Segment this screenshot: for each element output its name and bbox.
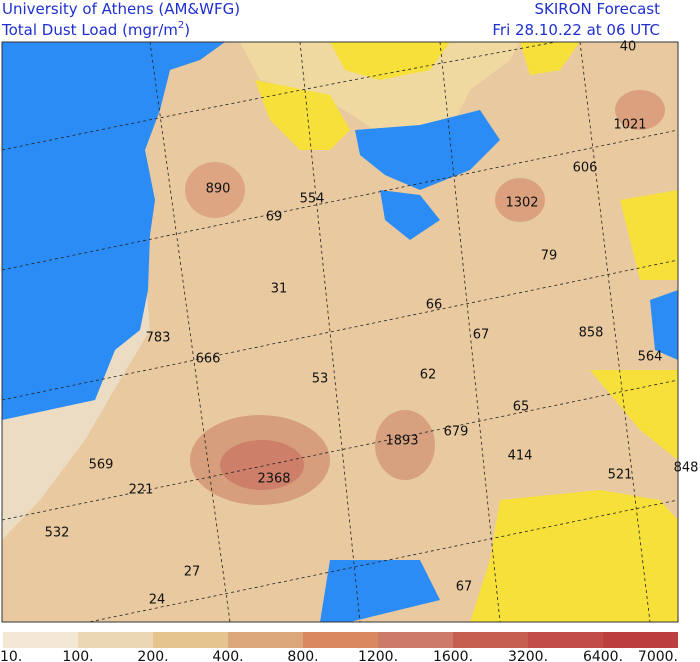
subtitle-text: Total Dust Load (mgr/m bbox=[1, 21, 178, 39]
map-label: 1021 bbox=[613, 118, 646, 133]
colorbar-label: 200. bbox=[137, 649, 168, 662]
map-label: 521 bbox=[608, 468, 633, 483]
map-label: 31 bbox=[271, 282, 288, 297]
subtitle-end: ) bbox=[184, 21, 190, 39]
map-label: 40 bbox=[620, 40, 637, 55]
map-label: 67 bbox=[473, 328, 490, 343]
map-label: 1893 bbox=[385, 434, 418, 449]
subtitle-sup: 2 bbox=[178, 20, 184, 31]
colorbar-segment bbox=[603, 632, 678, 648]
map-label: 666 bbox=[196, 352, 221, 367]
colorbar-label: 100. bbox=[62, 649, 93, 662]
colorbar-segment bbox=[78, 632, 153, 648]
colorbar-segment bbox=[153, 632, 228, 648]
map-label: 890 bbox=[206, 182, 231, 197]
map-label: 679 bbox=[444, 425, 469, 440]
map-label: 69 bbox=[266, 210, 283, 225]
map-label: 564 bbox=[638, 350, 663, 365]
map: 40 1021 606 890 554 1302 69 79 31 66 67 858 783 666 56… bbox=[1, 40, 699, 623]
colorbar-label: 7000. bbox=[638, 649, 678, 662]
map-label: 848 bbox=[674, 461, 699, 476]
colorbar-label: 1200. bbox=[358, 649, 398, 662]
map-label: 606 bbox=[573, 161, 598, 176]
colorbar-segment bbox=[528, 632, 603, 648]
map-label: 221 bbox=[129, 483, 154, 498]
map-label: 414 bbox=[508, 449, 533, 464]
colorbar-segment bbox=[303, 632, 378, 648]
map-label: 554 bbox=[300, 192, 325, 207]
header-subtitle: Total Dust Load (mgr/m2) bbox=[1, 20, 190, 39]
map-label: 532 bbox=[45, 526, 70, 541]
map-label: 2368 bbox=[257, 472, 290, 487]
map-label: 53 bbox=[312, 372, 329, 387]
map-label: 858 bbox=[579, 326, 604, 341]
colorbar-segment bbox=[453, 632, 528, 648]
colorbar-label: 400. bbox=[212, 649, 243, 662]
header-title-right: SKIRON Forecast bbox=[535, 0, 661, 18]
colorbar-label: 3200. bbox=[508, 649, 548, 662]
colorbar-label: 10. bbox=[0, 649, 22, 662]
colorbar-label: 6400. bbox=[583, 649, 623, 662]
map-label: 569 bbox=[89, 458, 114, 473]
map-label: 1302 bbox=[505, 196, 538, 211]
colorbar-segment bbox=[3, 632, 78, 648]
map-label: 24 bbox=[149, 593, 166, 608]
colorbar-label: 1600. bbox=[433, 649, 473, 662]
map-label: 66 bbox=[426, 298, 443, 313]
map-label: 79 bbox=[541, 249, 558, 264]
map-label: 27 bbox=[184, 565, 201, 580]
map-label: 783 bbox=[146, 331, 171, 346]
header-date: Fri 28.10.22 at 06 UTC bbox=[492, 21, 660, 39]
header-title: University of Athens (AM&WFG) bbox=[2, 0, 240, 18]
colorbar-label: 800. bbox=[287, 649, 318, 662]
colorbar-segment bbox=[228, 632, 303, 648]
colorbar-segment bbox=[378, 632, 453, 648]
map-label: 65 bbox=[513, 400, 530, 415]
map-label: 67 bbox=[456, 580, 473, 595]
map-label: 62 bbox=[420, 368, 437, 383]
colorbar: 10. 100. 200. 400. 800. 1200. 1600. 3200. 6400. 7… bbox=[0, 632, 678, 662]
